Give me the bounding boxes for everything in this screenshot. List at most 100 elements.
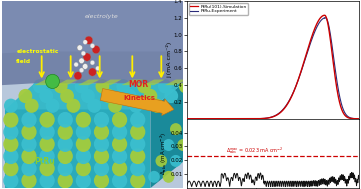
Text: field: field — [16, 59, 31, 64]
Circle shape — [21, 124, 36, 140]
PtRu(101)-Simulation — [352, 118, 356, 120]
Circle shape — [177, 139, 189, 151]
PtRu(101)-Simulation — [357, 118, 361, 120]
Circle shape — [76, 160, 91, 176]
PtRu-Experiment — [268, 116, 273, 119]
Polygon shape — [100, 80, 121, 85]
Circle shape — [179, 79, 193, 93]
Circle shape — [21, 148, 36, 164]
Circle shape — [130, 148, 145, 164]
Circle shape — [116, 79, 130, 93]
Text: PtRu: PtRu — [34, 157, 55, 166]
PtRu(101)-Simulation — [184, 118, 189, 120]
Circle shape — [94, 160, 109, 176]
Polygon shape — [121, 80, 143, 85]
Circle shape — [83, 40, 87, 44]
Circle shape — [74, 62, 78, 67]
Circle shape — [33, 79, 47, 93]
Circle shape — [21, 160, 36, 176]
Circle shape — [130, 124, 145, 140]
Y-axis label: $\Delta_{abs}$ (mA cm$^{-2}$): $\Delta_{abs}$ (mA cm$^{-2}$) — [158, 132, 169, 175]
Circle shape — [21, 136, 36, 152]
Circle shape — [79, 68, 84, 72]
Circle shape — [58, 124, 73, 140]
Circle shape — [77, 45, 82, 50]
PtRu-Experiment — [264, 117, 268, 119]
Circle shape — [3, 160, 18, 176]
Circle shape — [130, 112, 145, 128]
Legend: PtRu(101)-Simulation, PtRu-Experiment: PtRu(101)-Simulation, PtRu-Experiment — [189, 3, 248, 15]
Circle shape — [39, 124, 55, 140]
Polygon shape — [143, 80, 165, 85]
Circle shape — [90, 44, 95, 48]
Text: $\Delta_{abs}^{max}$ = 0.023 mA cm$^{-2}$: $\Delta_{abs}^{max}$ = 0.023 mA cm$^{-2}… — [226, 146, 284, 156]
Text: electrolyte: electrolyte — [84, 14, 118, 19]
Polygon shape — [2, 1, 183, 53]
Polygon shape — [165, 80, 187, 85]
Circle shape — [3, 148, 18, 164]
Circle shape — [112, 148, 127, 164]
Circle shape — [92, 46, 100, 54]
Circle shape — [21, 173, 36, 188]
Polygon shape — [2, 1, 183, 188]
Circle shape — [54, 79, 68, 93]
Circle shape — [148, 171, 160, 183]
Circle shape — [3, 112, 18, 128]
Circle shape — [150, 99, 164, 113]
Circle shape — [170, 123, 182, 135]
Circle shape — [112, 173, 127, 188]
Circle shape — [112, 136, 127, 152]
Circle shape — [79, 58, 84, 64]
Circle shape — [58, 112, 73, 128]
Circle shape — [156, 155, 167, 167]
Circle shape — [129, 99, 143, 113]
Circle shape — [158, 79, 172, 93]
PtRu-Experiment — [357, 118, 361, 120]
Circle shape — [164, 89, 178, 103]
Circle shape — [39, 89, 53, 103]
Circle shape — [75, 79, 88, 93]
Circle shape — [58, 160, 73, 176]
PtRu(101)-Simulation — [268, 116, 273, 119]
Circle shape — [3, 124, 18, 140]
PtRu(101)-Simulation — [322, 14, 327, 16]
PtRu-Experiment — [184, 118, 189, 120]
Circle shape — [45, 99, 60, 113]
Circle shape — [3, 173, 18, 188]
Circle shape — [87, 99, 101, 113]
Circle shape — [102, 89, 116, 103]
PtRu(101)-Simulation — [264, 117, 268, 119]
Circle shape — [163, 171, 174, 183]
Polygon shape — [5, 83, 183, 109]
Circle shape — [112, 160, 127, 176]
Circle shape — [130, 136, 145, 152]
Circle shape — [3, 136, 18, 152]
Circle shape — [88, 68, 96, 76]
Circle shape — [76, 173, 91, 188]
Circle shape — [123, 89, 136, 103]
Circle shape — [94, 148, 109, 164]
Circle shape — [39, 160, 55, 176]
Circle shape — [83, 53, 91, 61]
Circle shape — [96, 79, 109, 93]
Polygon shape — [151, 83, 183, 188]
Circle shape — [82, 64, 88, 69]
FancyArrow shape — [100, 88, 174, 115]
Circle shape — [39, 136, 55, 152]
Line: PtRu-Experiment: PtRu-Experiment — [187, 18, 359, 119]
Circle shape — [25, 99, 39, 113]
Circle shape — [94, 124, 109, 140]
PtRu-Experiment — [352, 117, 356, 120]
Circle shape — [170, 155, 182, 167]
Circle shape — [76, 112, 91, 128]
PtRu-Experiment — [320, 18, 325, 20]
PtRu-Experiment — [352, 117, 356, 120]
Circle shape — [66, 99, 80, 113]
Text: Kinetics: Kinetics — [123, 95, 155, 101]
Circle shape — [94, 173, 109, 188]
PtRu(101)-Simulation — [320, 15, 325, 17]
Circle shape — [137, 79, 151, 93]
Circle shape — [76, 136, 91, 152]
Polygon shape — [5, 109, 151, 188]
Circle shape — [74, 72, 82, 80]
